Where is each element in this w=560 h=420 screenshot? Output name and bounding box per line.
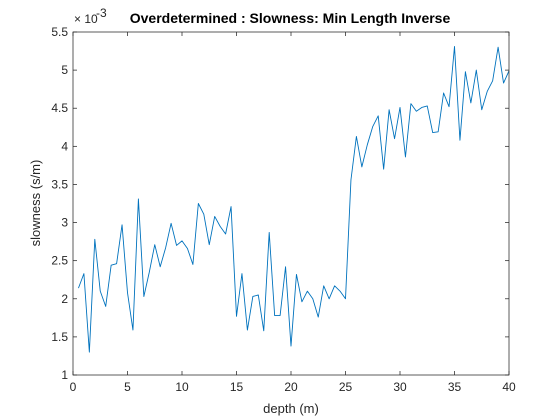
y-tick-label: 4 bbox=[61, 139, 68, 153]
y-axis-label: slowness (s/m) bbox=[28, 160, 43, 247]
x-tick-label: 25 bbox=[339, 380, 353, 394]
x-tick-label: 5 bbox=[124, 380, 131, 394]
y-multiplier-base: × 10 bbox=[74, 12, 98, 26]
x-tick-label: 35 bbox=[448, 380, 462, 394]
y-tick-label: 2 bbox=[61, 292, 68, 306]
y-tick-label: 1 bbox=[61, 368, 68, 382]
y-multiplier: × 10 -3 bbox=[74, 6, 107, 26]
x-tick-label: 30 bbox=[393, 380, 407, 394]
x-tick-label: 10 bbox=[175, 380, 189, 394]
series-layer bbox=[78, 46, 510, 353]
x-tick-label: 20 bbox=[284, 380, 298, 394]
x-tick-label: 40 bbox=[502, 380, 516, 394]
y-tick-label: 2.5 bbox=[51, 254, 68, 268]
y-tick-label: 3.5 bbox=[51, 177, 68, 191]
x-axis-label: depth (m) bbox=[263, 401, 319, 416]
y-tick-label: 5 bbox=[61, 63, 68, 77]
x-axis: 0 5 10 15 20 25 30 35 40 bbox=[70, 32, 516, 394]
y-tick-label: 3 bbox=[61, 216, 68, 230]
series-line bbox=[78, 46, 510, 353]
y-multiplier-exponent: -3 bbox=[96, 6, 107, 20]
x-tick-label: 0 bbox=[70, 380, 77, 394]
plot-area bbox=[73, 32, 509, 375]
chart-title: Overdetermined : Slowness: Min Length In… bbox=[130, 10, 451, 26]
y-tick-label: 5.5 bbox=[51, 25, 68, 39]
y-tick-label: 4.5 bbox=[51, 101, 68, 115]
y-tick-label: 1.5 bbox=[51, 330, 68, 344]
x-tick-label: 15 bbox=[230, 380, 244, 394]
y-axis: 1 1.5 2 2.5 3 3.5 4 4.5 5 5.5 bbox=[51, 25, 509, 382]
